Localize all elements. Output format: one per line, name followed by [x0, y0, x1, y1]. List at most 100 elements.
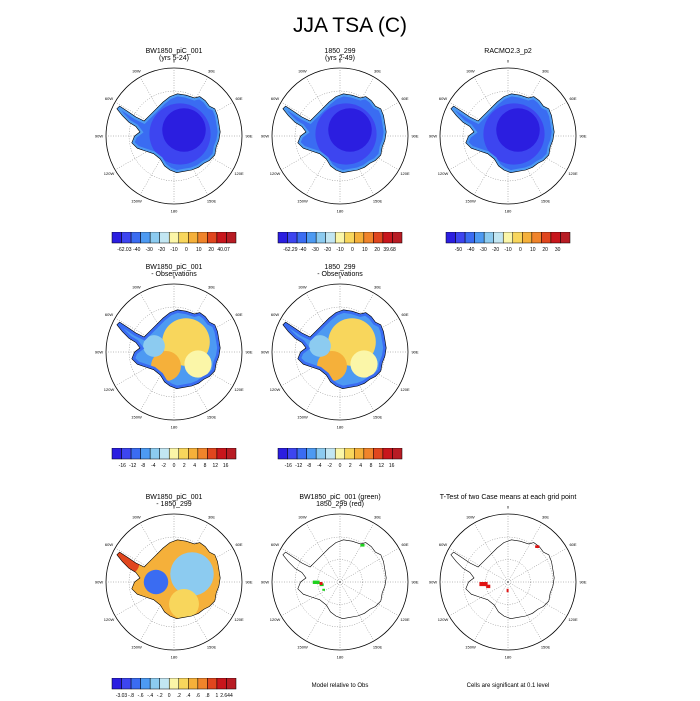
- grid-label: 150W: [297, 199, 308, 204]
- colorbar-swatch: [159, 678, 170, 690]
- colorbar-tick-label: 0: [168, 693, 171, 699]
- grid-label: 60E: [401, 312, 408, 317]
- grid-label: 180: [171, 209, 178, 214]
- colorbar-tick-label: 20: [542, 247, 548, 253]
- colorbar-swatch: [474, 232, 485, 244]
- grid-label: 60W: [271, 96, 279, 101]
- colorbar-swatch: [522, 232, 533, 244]
- colorbar-swatch: [363, 448, 374, 460]
- colorbar-tick-label: 0: [339, 463, 342, 469]
- colorbar-tick-label: 8: [370, 463, 373, 469]
- grid-label: 180: [337, 425, 344, 430]
- grid-label: 120W: [104, 171, 115, 176]
- colorbar-tick-label: .6: [196, 693, 200, 699]
- colorbar-tick-label: -.4: [147, 693, 153, 699]
- panel-title: BW1850_piC_001: [145, 494, 203, 501]
- grid-label: 60W: [439, 542, 447, 547]
- colorbar-swatch: [344, 232, 355, 244]
- colorbar-swatch: [445, 232, 456, 244]
- colorbar-tick-label: 10: [196, 247, 202, 253]
- grid-label: 30E: [208, 515, 215, 520]
- colorbar-tick-label: -.2: [157, 693, 163, 699]
- colorbar-swatch: [541, 232, 552, 244]
- colorbar-swatch: [363, 232, 374, 244]
- colorbar-swatch: [168, 232, 180, 244]
- grid-label: 60E: [235, 96, 242, 101]
- meridian-line: [449, 581, 509, 617]
- colorbar-tick-label: 8: [204, 463, 207, 469]
- meridian-line: [449, 547, 509, 583]
- grid-label: 60E: [569, 96, 576, 101]
- meridian-line: [339, 547, 399, 583]
- colorbar-tick-label: 0: [185, 247, 188, 253]
- grid-label: 30W: [466, 69, 474, 74]
- colorbar-swatch: [121, 232, 132, 244]
- colorbar-swatch: [149, 448, 160, 460]
- colorbar-swatch: [216, 448, 227, 460]
- colorbar-swatch: [188, 448, 199, 460]
- colorbar-tick-label: 16: [389, 463, 395, 469]
- colorbar-tick-label: -3.03: [116, 693, 128, 699]
- colorbar-tick-label: -40: [133, 247, 140, 253]
- colorbar-tick-label: 4: [359, 463, 362, 469]
- grid-label: 30E: [208, 285, 215, 290]
- colorbar-swatch: [550, 232, 561, 244]
- colorbar-swatch: [373, 232, 384, 244]
- grid-label: 90W: [95, 350, 103, 355]
- colorbar-swatch: [197, 448, 208, 460]
- parallel-line: [485, 559, 531, 605]
- colorbar-swatch: [392, 448, 403, 460]
- panel-title: BW1850_piC_001: [145, 264, 203, 271]
- grid-label: 180: [171, 655, 178, 660]
- grid-label: 0: [173, 59, 176, 64]
- panel-subtitle: 1850_299 (red): [316, 501, 364, 508]
- colorbar-tick-label: 2.644: [220, 693, 233, 699]
- colorbar-swatch: [111, 678, 122, 690]
- colorbar-swatch: [149, 232, 160, 244]
- colorbar-swatch: [207, 448, 218, 460]
- colorbar-swatch: [207, 232, 218, 244]
- panel-title: 1850_299: [324, 48, 356, 55]
- grid-label: 60E: [401, 96, 408, 101]
- colorbar-tick-label: 0: [351, 247, 354, 253]
- significance-patch: [479, 582, 488, 587]
- grid-label: 120E: [234, 387, 244, 392]
- meridian-line: [473, 523, 509, 583]
- grid-label: 60W: [439, 96, 447, 101]
- colorbar-tick-label: -12: [129, 463, 136, 469]
- panel-title: BW1850_piC_001: [145, 48, 203, 55]
- panel-title: BW1850_piC_001 (green): [299, 494, 381, 501]
- grid-label: 0: [173, 505, 176, 510]
- meridian-line: [507, 581, 543, 641]
- grid-label: 150W: [297, 415, 308, 420]
- grid-label: 90W: [261, 580, 269, 585]
- colorbar-swatch: [140, 678, 151, 690]
- meridian-line: [305, 523, 341, 583]
- polar-map: 0 30E 60E 90E 120E 150E 180 150W 120W 90W 60W 30W: [429, 59, 587, 214]
- colorbar-swatch: [130, 678, 141, 690]
- continent-outline: [282, 309, 387, 390]
- polar-map: 0 30E 60E 90E 120E 150E 180 150W 120W 90W 60W 30W: [95, 275, 253, 430]
- colorbar-tick-label: -2: [161, 463, 166, 469]
- grid-label: 30W: [298, 515, 306, 520]
- grid-label: 120E: [234, 617, 244, 622]
- grid-label: 90W: [261, 350, 269, 355]
- colorbar-swatch: [502, 232, 514, 244]
- panel-caption: Cells are significant at 0.1 level: [466, 683, 550, 689]
- grid-label: 150E: [207, 199, 217, 204]
- colorbar-swatch: [531, 232, 542, 244]
- colorbar: -16 -12 -8 -4 -2 0 2 4 8 12 16: [111, 448, 237, 469]
- grid-label: 90W: [429, 134, 437, 139]
- grid-label: 90E: [579, 580, 586, 585]
- significance-patch: [506, 588, 509, 593]
- colorbar-tick-label: -30: [312, 247, 319, 253]
- colorbar-swatch: [287, 448, 298, 460]
- colorbar-swatch: [334, 448, 346, 460]
- colorbar-swatch: [149, 678, 160, 690]
- colorbar: -50 -40 -30 -20 -10 0 10 20 30: [445, 232, 571, 253]
- panel-title: RACMO2.3_p2: [484, 48, 532, 55]
- grid-label: 60E: [235, 312, 242, 317]
- grid-label: 180: [505, 655, 512, 660]
- meridian-line: [473, 581, 509, 641]
- grid-label: 120E: [568, 617, 578, 622]
